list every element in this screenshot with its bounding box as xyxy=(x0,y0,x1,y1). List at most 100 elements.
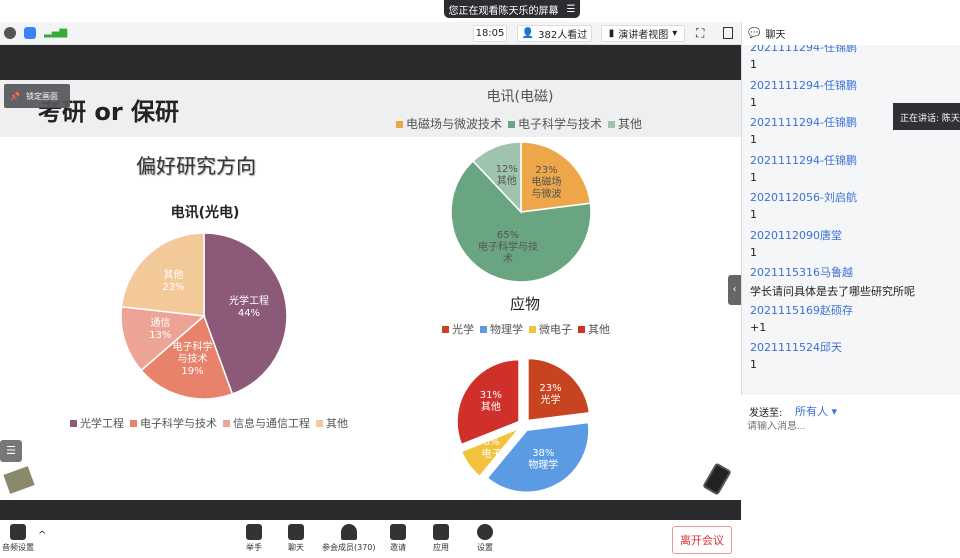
view-mode-dropdown[interactable]: ▮ 演讲者视图 ▾ xyxy=(601,25,685,42)
person-icon: 👤 xyxy=(521,28,535,39)
raise-label: 举手 xyxy=(246,543,262,552)
send-to-value: 所有人 xyxy=(795,405,828,418)
legend-label: 电子科学与技术 xyxy=(518,117,603,131)
pie-slice xyxy=(120,305,206,372)
chat-message-text: 1 xyxy=(750,170,757,184)
legend-label: 其他 xyxy=(326,417,348,430)
list-icon[interactable]: ☰ xyxy=(0,440,22,462)
viewing-banner: 您正在观看陈天乐的屏幕 ☰ xyxy=(444,0,580,18)
apps-button[interactable]: 应用 xyxy=(433,524,449,553)
chat-sender: 2021111294-任锦鹏 xyxy=(750,45,857,54)
chat-message-text: 1 xyxy=(750,95,757,109)
members-button[interactable]: 参会成员(370) xyxy=(322,524,376,553)
legend-label: 其他 xyxy=(618,117,643,131)
legend-swatch xyxy=(442,326,449,333)
pie-slice xyxy=(456,358,520,446)
chat-sender: 2020112056-刘启航 xyxy=(750,191,857,204)
pie-slice xyxy=(520,141,592,213)
legend-label: 信息与通信工程 xyxy=(233,417,310,430)
legend-label: 电子科学与技术 xyxy=(140,417,217,430)
invite-button[interactable]: 邀请 xyxy=(390,524,406,553)
legend-label: 光学 xyxy=(452,323,474,336)
menu-icon[interactable]: ☰ xyxy=(566,3,576,15)
legend-entry: 微电子 xyxy=(529,321,572,337)
chart2-legend: 电磁场与微波技术 电子科学与技术 其他 xyxy=(396,115,642,132)
send-to-label: 发送至: xyxy=(749,408,783,419)
legend-entry: 信息与通信工程 xyxy=(223,415,310,431)
legend-swatch xyxy=(508,121,516,128)
chevron-up-icon[interactable]: ^ xyxy=(38,530,47,541)
legend-label: 光学工程 xyxy=(80,417,124,430)
chat-messages[interactable]: 2021111294-任锦鹏 1 2021111294-任锦鹏 1 2021111294… xyxy=(742,45,960,395)
legend-swatch xyxy=(70,420,77,427)
chat-input[interactable] xyxy=(747,421,947,432)
chat-button[interactable]: 聊天 xyxy=(288,524,304,553)
legend-entry: 光学工程 xyxy=(70,415,124,431)
chat-sender: 2021115316马鲁越 xyxy=(750,266,853,279)
pie-data-label: 电子科学 与技术 19% xyxy=(172,342,213,378)
leave-meeting-button[interactable]: 离开会议 xyxy=(672,526,732,554)
viewers-button[interactable]: 👤 382人看过 xyxy=(517,25,592,42)
bottom-toolbar: 音频设置 ^ 举手 聊天 参会成员(370) 邀请 应用 设置 离开会议 xyxy=(0,520,741,558)
raise-hand-button[interactable]: 举手 xyxy=(246,524,262,553)
info-icon[interactable] xyxy=(4,27,16,39)
pie-data-label: 通信 13% xyxy=(149,317,172,341)
apps-label: 应用 xyxy=(433,543,449,552)
chat-sender: 2021111524邱天 xyxy=(750,341,842,354)
legend-swatch xyxy=(608,121,616,128)
legend-label: 电磁场与微波技术 xyxy=(406,117,503,131)
chat-title: 聊天 xyxy=(765,30,786,41)
chat-message-text: +1 xyxy=(750,320,767,334)
legend-entry: 电子科学与技术 xyxy=(130,415,217,431)
legend-swatch xyxy=(223,420,230,427)
chat-message-text: 1 xyxy=(750,208,757,221)
shield-icon[interactable] xyxy=(24,27,36,39)
pie-slice xyxy=(120,232,205,317)
chat-sender: 2021111294-任锦鹏 xyxy=(750,153,857,167)
lock-screen-button[interactable]: 📌 锁定画面 xyxy=(4,84,70,108)
chat-sender: 2021111294-任锦鹏 xyxy=(750,116,857,129)
audio-settings-button[interactable]: 音频设置 xyxy=(2,524,34,553)
chevron-down-icon: ▾ xyxy=(672,28,678,39)
settings-label: 设置 xyxy=(477,543,493,552)
pie-data-label: 光学工程 44% xyxy=(228,296,269,320)
pie-data-label: 23% 电磁场 与微波 xyxy=(531,165,562,201)
view-mode-text: 演讲者视图 xyxy=(618,30,669,41)
speaker-icon xyxy=(10,524,26,540)
chat-sender: 2021115169赵硕存 xyxy=(750,303,853,317)
signal-icon[interactable]: ▂▄▆ xyxy=(44,27,68,38)
chat-label: 聊天 xyxy=(288,543,304,552)
legend-entry: 光学 xyxy=(442,321,474,337)
send-to-dropdown[interactable]: 所有人 ▾ xyxy=(795,405,838,418)
collapse-panel-button[interactable]: ‹ xyxy=(728,275,741,305)
legend-entry: 其他 xyxy=(316,415,348,431)
chart1-legend: 光学工程 电子科学与技术 信息与通信工程 其他 xyxy=(70,415,348,431)
pie-data-label: 8% 电子 xyxy=(481,436,502,460)
legend-label: 物理学 xyxy=(490,323,523,336)
settings-button[interactable]: 设置 xyxy=(477,524,493,553)
pie-slice xyxy=(450,159,592,283)
members-label: 参会成员(370) xyxy=(322,543,376,552)
fullscreen-icon[interactable]: ⛶ xyxy=(696,26,705,40)
panel-icon[interactable] xyxy=(723,27,733,39)
chat-message-text: 1 xyxy=(750,245,757,259)
pie-data-label: 12% 其他 xyxy=(495,164,518,188)
lock-label: 锁定画面 xyxy=(25,91,58,101)
pie-data-label: 38% 物理学 xyxy=(528,448,559,472)
legend-entry: 其他 xyxy=(608,115,642,132)
pie-slice xyxy=(527,357,591,422)
chat-sender: 2020112090唐堂 xyxy=(750,228,842,242)
legend-label: 其他 xyxy=(588,323,610,336)
chart3-title: 应物 xyxy=(509,295,540,313)
slide-subtitle: 偏好研究方向 xyxy=(136,154,256,178)
pie-data-label: 其他 23% xyxy=(162,269,185,293)
legend-entry: 电子科学与技术 xyxy=(508,115,602,132)
hand-icon xyxy=(246,524,262,540)
viewing-text: 您正在观看陈天乐的屏幕 xyxy=(448,5,559,17)
members-icon xyxy=(340,524,357,540)
pie-data-label: 23% 光学 xyxy=(539,382,562,406)
legend-entry: 其他 xyxy=(578,321,610,337)
chat-bubble-icon xyxy=(288,524,304,540)
legend-swatch xyxy=(316,420,323,427)
chat-input-area: 发送至: 所有人 ▾ xyxy=(741,395,960,558)
